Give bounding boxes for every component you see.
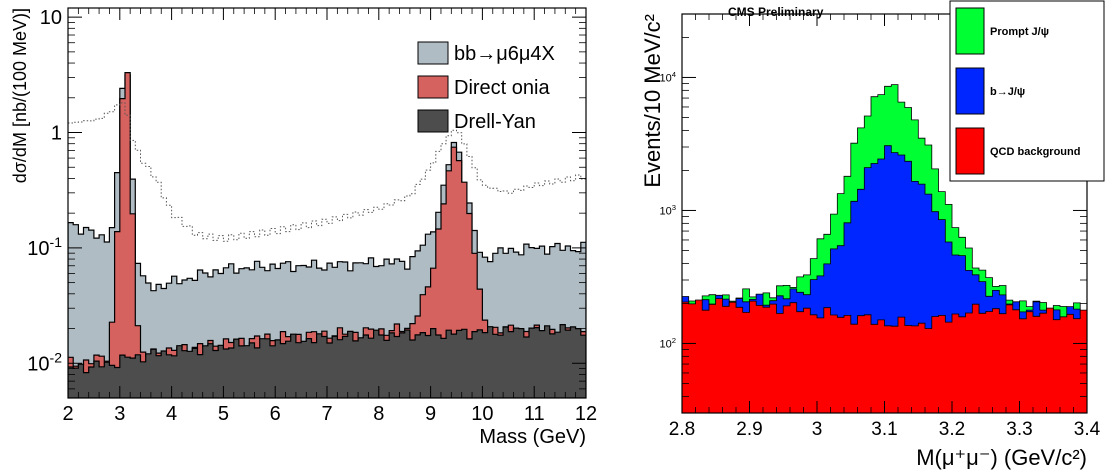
legend-swatch [955,127,985,175]
y-tick-label: 10-1 [27,234,62,260]
legend-label: bb→μ6μ4X [454,43,555,65]
legend-swatch [955,67,985,115]
x-tick-label: 3.3 [1006,419,1032,440]
x-tick-label: 10 [471,403,493,425]
y-axis-title: Events/10 MeV/c² [640,14,665,188]
x-tick-label: 6 [270,403,281,425]
x-tick-label: 7 [321,403,332,425]
y-tick-exponent: 3 [672,203,676,212]
plot-area [68,72,586,398]
legend-label: Drell-Yan [454,111,536,133]
x-tick-label: 11 [524,403,545,425]
x-tick-label: 3 [114,403,125,425]
x-tick-label: 2.9 [736,419,762,440]
legend-swatch [955,7,985,55]
legend: Prompt J/ψ b→J/ψ QCD background [949,0,1105,182]
legend-swatch [417,41,449,65]
y-tick-base: 10 [659,338,671,350]
legend-label: Prompt J/ψ [990,26,1049,38]
y-tick-exponent: -2 [50,349,63,365]
dotted-total-curve [68,102,586,242]
legend-label: b→J/ψ [990,86,1025,98]
x-tick-label: 3.1 [871,419,897,440]
y-tick-label: 102 [659,336,676,350]
y-tick-label: 10-2 [27,349,62,375]
y-axis-title: dσ/dM [nb/(100 MeV)] [10,8,30,183]
y-tick-base: 10 [27,353,49,375]
legend-label: Direct onia [454,77,550,99]
x-tick-label: 2.8 [669,419,695,440]
y-tick-label: 103 [659,203,676,217]
x-axis-title: M(μ⁺μ⁻) (GeV/c²) [916,445,1087,470]
y-tick-base: 1 [51,123,62,145]
x-tick-label: 8 [373,403,384,425]
y-tick-base: 10 [27,238,49,260]
legend-swatch [417,109,449,133]
y-tick-label: 10 [40,7,62,29]
series-drell-yan-hist [68,324,586,398]
x-tick-label: 2 [62,403,73,425]
y-tick-exponent: 4 [672,70,677,79]
x-tick-label: 4 [166,403,177,425]
y-tick-exponent: -1 [50,234,63,250]
legend-swatch [417,75,449,99]
y-tick-base: 10 [40,7,62,29]
chart-title: CMS Preliminary [728,5,824,19]
y-tick-label: 104 [659,70,676,84]
y-tick-label: 1 [51,123,62,145]
y-tick-base: 10 [659,205,671,217]
x-tick-label: 9 [425,403,436,425]
x-tick-label: 3.4 [1074,419,1101,440]
x-tick-label: 5 [218,403,229,425]
y-tick-exponent: 2 [672,336,676,345]
legend: bb→μ6μ4X Direct onia Drell-Yan [417,41,555,133]
x-tick-label: 3 [812,419,823,440]
x-tick-label: 3.2 [939,419,965,440]
x-axis-title: Mass (GeV) [479,426,586,448]
y-tick-base: 10 [659,72,671,84]
x-tick-label: 12 [575,403,597,425]
series-qcd-background-hist [682,298,1087,413]
plot-area [682,84,1087,413]
legend-label: QCD background [990,146,1080,158]
